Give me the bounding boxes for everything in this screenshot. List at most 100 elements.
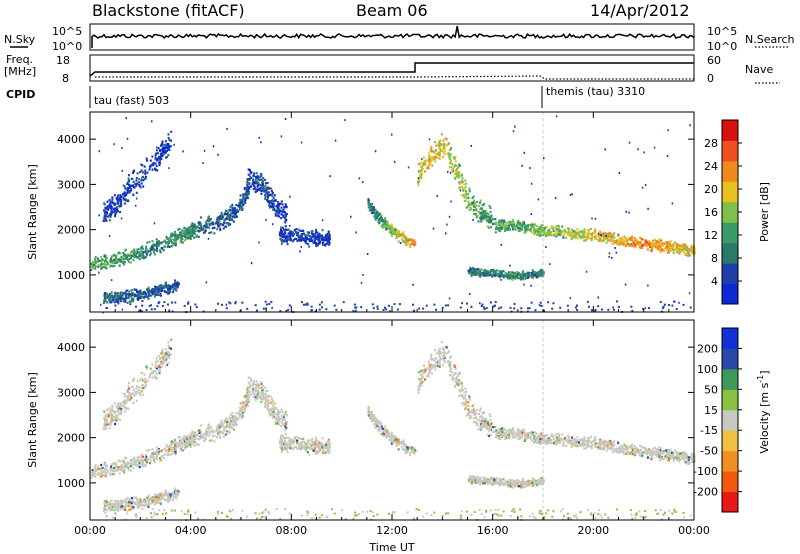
power-pixel [132,258,135,262]
power-pixel [127,297,130,300]
power-pixel [399,242,402,245]
power-pixel [244,201,247,204]
velocity-pixel [131,462,133,465]
power-pixel [146,241,149,244]
power-pixel [111,198,114,201]
power-pixel [186,302,189,305]
power-pixel [134,305,137,308]
power-pixel [287,308,290,311]
power-pixel [690,247,692,250]
power-pixel [161,241,164,244]
power-pixel [310,238,313,241]
power-pixel [653,238,656,241]
power-pixel [545,246,547,249]
velocity-pixel [422,515,425,518]
velocity-pixel [280,421,283,424]
power-pixel [254,181,257,184]
power-pixel [167,148,170,151]
power-pixel [124,254,127,257]
power-pixel [360,306,363,309]
power-pixel [355,231,357,234]
velocity-pixel [202,433,205,436]
power-pixel [175,239,178,242]
velocity-pixel [173,450,176,453]
power-pixel [381,226,384,229]
power-pixel [279,232,282,235]
power-pixel [479,216,482,219]
power-pixel [431,150,434,153]
colorbar-tick-label: 24 [704,160,718,173]
power-pixel [511,225,514,228]
power-pixel [479,302,481,305]
velocity-pixel [229,431,232,434]
power-pixel [117,292,119,295]
power-pixel [384,223,387,226]
power-pixel [591,235,594,238]
power-pixel [265,189,268,192]
power-pixel [641,186,644,189]
power-pixel [392,230,395,233]
power-pixel [171,286,174,289]
power-pixel [488,205,491,208]
power-pixel [167,244,170,247]
power-pixel [508,224,510,227]
power-pixel [285,212,288,216]
velocity-pixel [194,431,197,434]
power-pixel [243,200,246,203]
power-pixel [135,184,138,187]
power-pixel [120,195,123,198]
velocity-pixel [148,448,151,452]
power-pixel [377,221,380,224]
power-pixel [282,216,285,219]
velocity-pixel [258,512,261,515]
power-pixel [326,242,329,245]
velocity-pixel [142,455,144,458]
power-pixel [630,243,633,246]
velocity-pixel [183,512,186,515]
power-pixel [404,235,407,238]
power-pixel [284,225,287,228]
velocity-pixel [277,418,280,422]
power-pixel [310,230,313,233]
power-pixel [471,196,474,200]
power-pixel [621,236,623,239]
power-pixel [228,216,231,219]
power-pixel [542,230,545,233]
power-pixel [261,183,264,186]
power-pixel [529,224,532,227]
velocity-pixel [262,385,265,388]
power-pixel [397,232,400,236]
power-pixel [246,307,249,310]
power-pixel [508,225,511,228]
power-pixel [168,167,170,170]
power-pixel [643,151,645,154]
power-pixel [223,222,226,225]
power-pixel [662,305,665,308]
velocity-pixel [136,460,139,463]
velocity-pixel [273,417,276,420]
power-pixel [570,238,573,241]
power-pixel [628,244,631,247]
power-pixel [541,223,544,226]
power-pixel [135,197,138,200]
power-pixel [490,214,493,217]
power-pixel [271,306,273,309]
power-pixel [156,240,159,244]
velocity-pixel [244,409,247,412]
power-pixel [664,247,667,250]
velocity-pixel [232,416,235,419]
power-pixel [297,235,300,238]
velocity-pixel [113,469,116,472]
power-pixel [489,206,492,209]
power-pixel [387,304,390,307]
velocity-pixel [173,446,176,449]
velocity-pixel [188,434,191,437]
power-pixel [205,223,208,226]
velocity-pixel [241,409,244,412]
velocity-pixel [94,468,97,471]
velocity-pixel [205,431,208,434]
power-pixel [170,237,173,240]
power-pixel [308,235,311,238]
velocity-pixel [208,423,210,426]
